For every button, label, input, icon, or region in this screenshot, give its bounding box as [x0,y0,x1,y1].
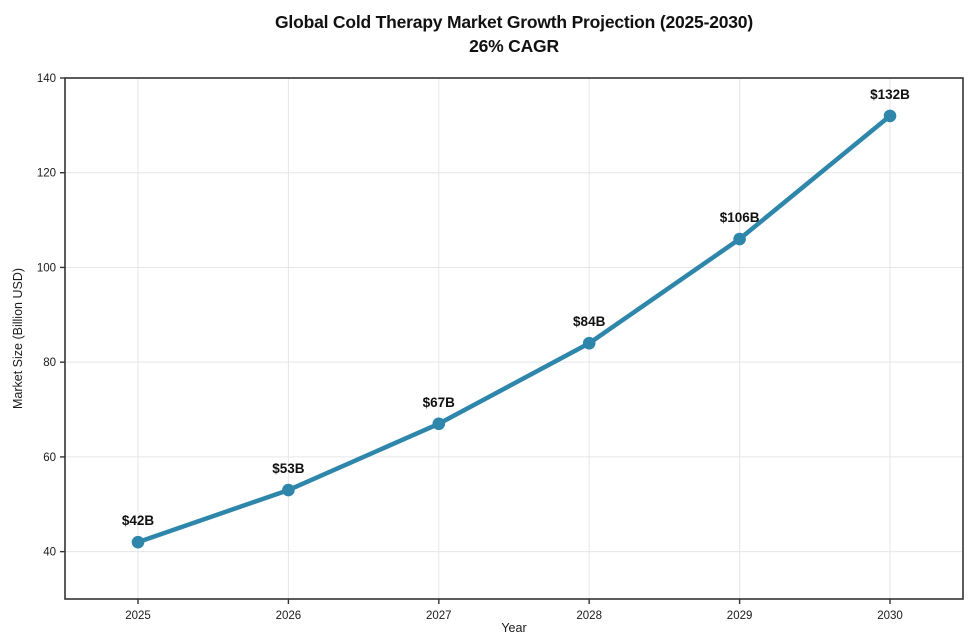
data-point [883,109,897,123]
series-line [135,113,893,545]
data-point [282,483,295,497]
data-point [733,232,746,246]
y-axis-label: Market Size (Billion USD) [11,268,25,409]
chart-title-block: Global Cold Therapy Market Growth Projec… [65,10,963,58]
data-point-label: $67B [423,395,456,410]
x-tick-label: 2026 [276,610,302,622]
x-tick-label: 2028 [576,610,602,622]
y-tick-label: 100 [37,262,56,274]
x-tick-label: 2025 [125,610,151,622]
data-point [582,336,596,350]
x-axis-label: Year [501,621,526,635]
data-point-label: $106B [720,210,760,225]
x-tick-label: 2030 [877,610,903,622]
chart-title: Global Cold Therapy Market Growth Projec… [275,12,753,32]
chart-subtitle: 26% CAGR [469,36,559,57]
axes-box [64,77,964,600]
data-point-label: $84B [573,314,606,329]
x-tick-label: 2027 [426,610,452,622]
data-point-label: $53B [272,461,305,476]
data-point-label: $132B [870,87,910,102]
x-tick-label: 2029 [727,610,753,622]
y-tick-label: 80 [43,357,56,369]
y-tick-label: 120 [37,168,56,180]
y-tick-label: 40 [43,547,56,559]
y-tick-label: 60 [43,452,56,464]
data-point [131,535,145,549]
data-point [432,417,446,431]
y-tick-label: 140 [37,73,56,85]
data-point-label: $42B [122,513,155,528]
